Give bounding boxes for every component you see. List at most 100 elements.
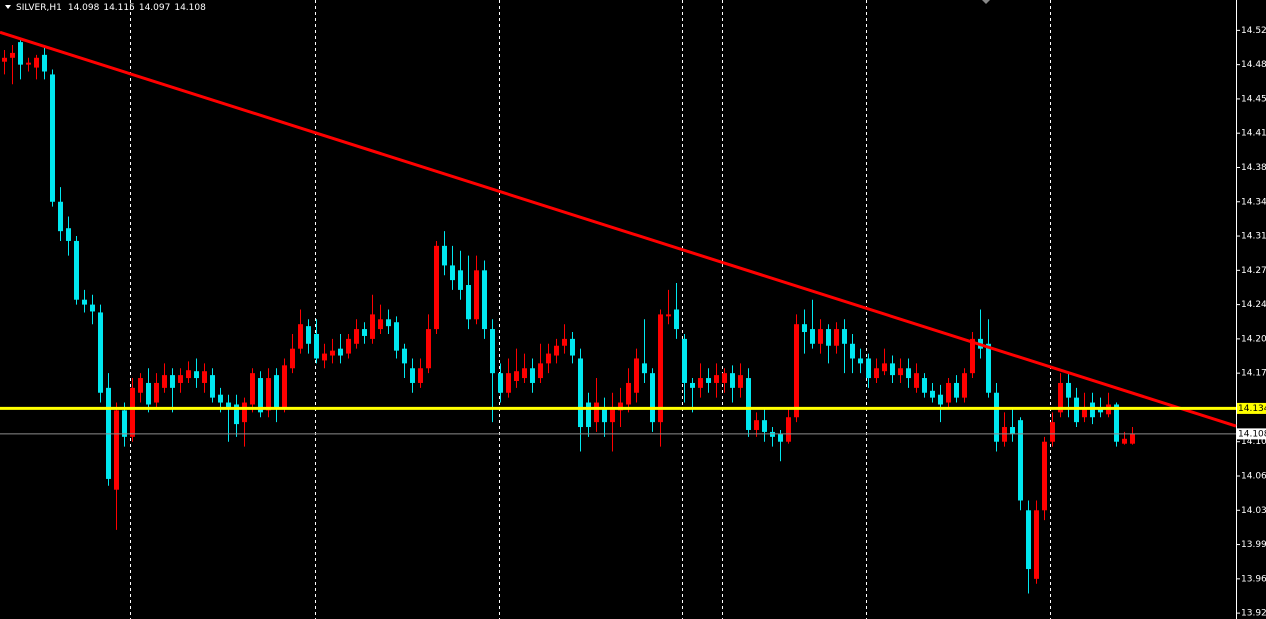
candle-body — [906, 368, 911, 379]
candle-body — [50, 74, 55, 202]
candle-body — [170, 375, 175, 388]
price-label: 14.108 — [1238, 429, 1266, 439]
candle-body — [586, 402, 591, 428]
candle-body — [1130, 433, 1135, 444]
candle-body — [346, 338, 351, 354]
candle-body — [314, 333, 319, 359]
candle-body — [658, 314, 663, 423]
y-tick-label: 14.485 — [1241, 60, 1266, 70]
candle-body — [1058, 382, 1063, 413]
candle-body — [450, 265, 455, 281]
candle-body — [898, 368, 903, 376]
candle-body — [2, 57, 7, 62]
candle-body — [34, 57, 39, 68]
candle-body — [1010, 427, 1015, 434]
y-tick-label: 13.995 — [1241, 540, 1266, 550]
candle-body — [626, 382, 631, 405]
candle-body — [378, 319, 383, 330]
candle-body — [242, 402, 247, 423]
candle-body — [594, 402, 599, 423]
candle-body — [474, 270, 479, 320]
period-separators — [130, 0, 1051, 619]
candle-body — [18, 42, 23, 65]
candle-body — [402, 348, 407, 364]
candle-body — [914, 373, 919, 388]
candle-body — [634, 358, 639, 393]
candle-body — [938, 394, 943, 405]
candle-body — [306, 326, 311, 344]
candle-body — [874, 368, 879, 379]
candle-body — [618, 402, 623, 411]
price-label: 14.134 — [1238, 404, 1266, 414]
candle-body — [354, 329, 359, 344]
candle-body — [410, 368, 415, 383]
y-tick-label: 13.925 — [1241, 609, 1266, 619]
y-tick-label: 14.415 — [1241, 129, 1266, 139]
candle-body — [466, 285, 471, 320]
candle-body — [90, 304, 95, 312]
candle-body — [682, 338, 687, 383]
candle-body — [954, 382, 959, 398]
candle-body — [138, 378, 143, 393]
candle-body — [746, 378, 751, 430]
candle-body — [58, 201, 63, 232]
candle-body — [882, 363, 887, 372]
candle-body — [562, 338, 567, 346]
candle-body — [66, 228, 71, 241]
candle-body — [714, 375, 719, 383]
candle-body — [858, 358, 863, 364]
candle-body — [482, 270, 487, 330]
candle-body — [538, 363, 543, 379]
candle-body — [154, 382, 159, 403]
candle-body — [162, 375, 167, 388]
candle-body — [1122, 438, 1127, 444]
candle-body — [570, 338, 575, 356]
candle-body — [818, 329, 823, 344]
candle-body — [946, 382, 951, 403]
candle-body — [690, 382, 695, 388]
candle-body — [362, 329, 367, 336]
candle-body — [330, 350, 335, 356]
y-tick-label: 14.450 — [1241, 94, 1266, 104]
y-tick-label: 14.170 — [1241, 369, 1266, 379]
candle-body — [738, 375, 743, 388]
y-tick-label: 14.065 — [1241, 472, 1266, 482]
candle-body — [1026, 510, 1031, 570]
candle-body — [122, 410, 127, 437]
candle-body — [202, 371, 207, 383]
candle-body — [98, 312, 103, 393]
candle-body — [730, 373, 735, 388]
candle-body — [922, 378, 927, 393]
candle-body — [1066, 382, 1071, 398]
candle-body — [370, 314, 375, 339]
candle-body — [794, 324, 799, 418]
candle-body — [274, 375, 279, 408]
candle-body — [146, 382, 151, 405]
candle-body — [810, 329, 815, 344]
candle-body — [426, 329, 431, 369]
header-high: 14.115 — [103, 3, 135, 13]
candle-body — [698, 378, 703, 388]
candle-body — [674, 309, 679, 330]
candle-body — [514, 371, 519, 381]
candle-body — [26, 62, 31, 65]
y-tick-label: 14.100 — [1241, 437, 1266, 447]
y-tick-label: 13.960 — [1241, 574, 1266, 584]
candle-body — [290, 348, 295, 369]
price-label-box — [1237, 402, 1266, 414]
header-open: 14.098 — [68, 3, 100, 13]
candle-body — [226, 402, 231, 408]
candle-body — [530, 368, 535, 383]
candle-body — [834, 329, 839, 346]
y-tick-label: 14.205 — [1241, 334, 1266, 344]
candle-body — [114, 410, 119, 490]
candle-body — [434, 245, 439, 330]
candle-body — [786, 417, 791, 442]
candle-body — [338, 348, 343, 356]
candle-body — [82, 299, 87, 305]
candle-body — [210, 375, 215, 398]
candle-body — [722, 373, 727, 383]
